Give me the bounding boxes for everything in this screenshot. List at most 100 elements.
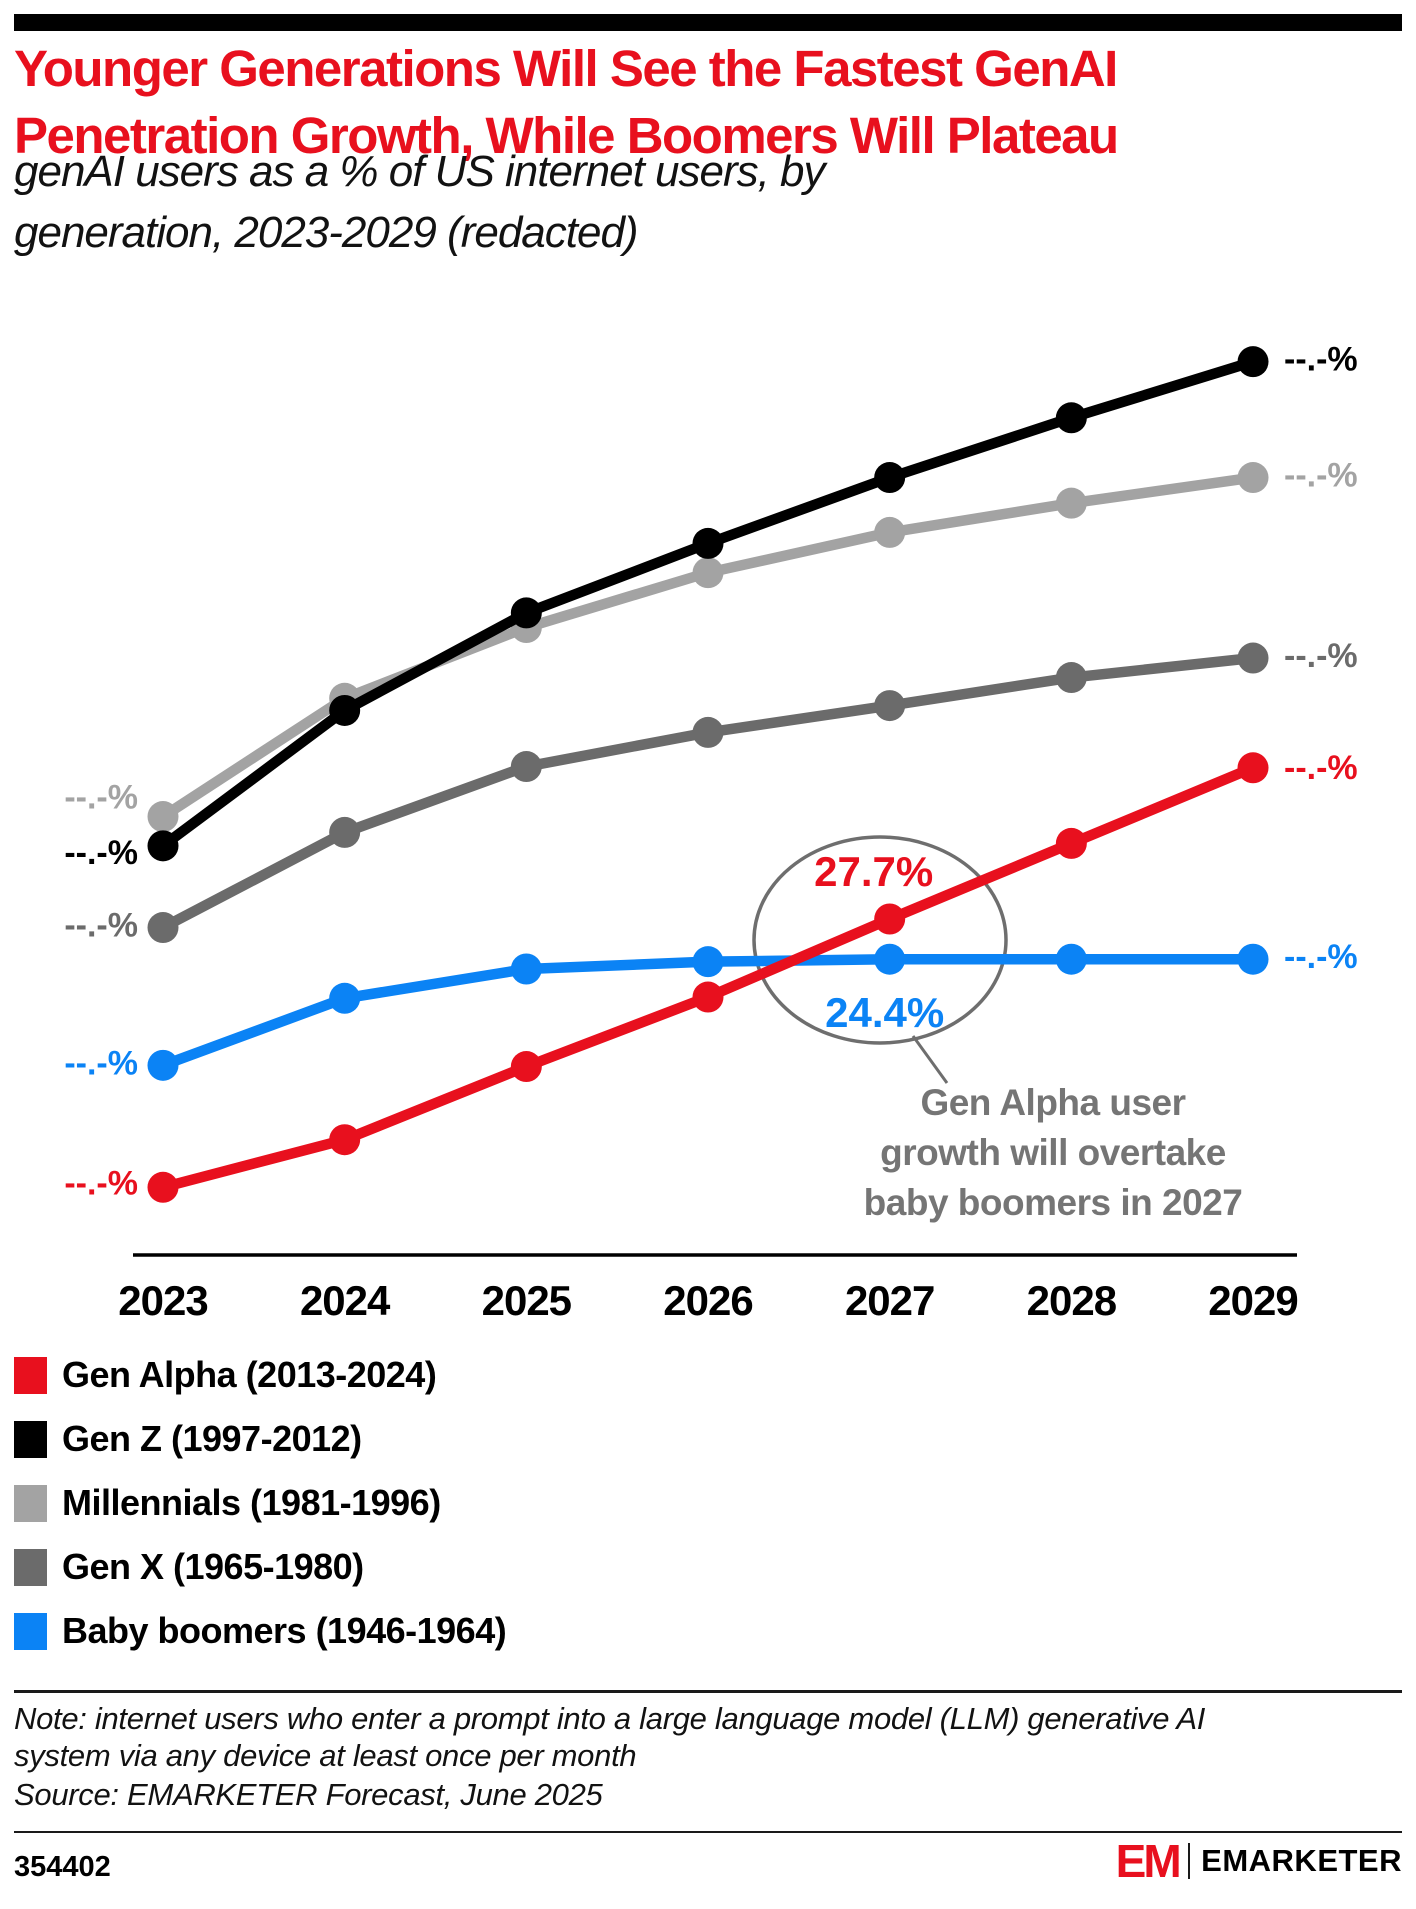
data-point-gen-z-2025: [510, 597, 542, 629]
data-point-gen-z-2029: [1237, 346, 1269, 378]
series-millennials: [147, 462, 1269, 833]
right-label-gen-alpha: --.-%: [1284, 749, 1358, 787]
point-label-gen-alpha-2027: 27.7%: [814, 848, 933, 895]
x-tick-2027: 2027: [845, 1277, 934, 1324]
series-line-gen-z: [159, 356, 1255, 851]
data-point-gen-alpha-2026: [692, 981, 724, 1013]
data-point-gen-alpha-2024: [329, 1124, 361, 1156]
data-point-millennials-2026: [692, 557, 724, 589]
bottom-divider: [14, 1831, 1402, 1833]
logo-separator: [1187, 1843, 1191, 1879]
emarketer-wordmark: EMARKETER: [1201, 1843, 1402, 1878]
chart-id: 354402: [14, 1851, 111, 1883]
top-bar: [14, 14, 1402, 31]
note-line-2: system via any device at least once per …: [14, 1738, 637, 1773]
subtitle-line-1: genAI users as a % of US internet users,…: [14, 147, 826, 196]
point-label-baby-boomers-2027: 24.4%: [825, 989, 944, 1036]
x-tick-2023: 2023: [118, 1277, 207, 1324]
annotation-ellipse: [752, 835, 1008, 1045]
legend-item-gen-z: Gen Z (1997-2012): [14, 1417, 362, 1461]
left-label-gen-z: --.-%: [64, 834, 138, 872]
gen-z-swatch: [14, 1420, 47, 1458]
baby-boomers-swatch: [14, 1612, 47, 1650]
x-tick-2026: 2026: [663, 1277, 752, 1324]
annotation-leader-line: [911, 1035, 949, 1084]
data-point-gen-z-2023: [147, 830, 179, 862]
legend-label: Gen Alpha (2013-2024): [62, 1354, 437, 1395]
data-point-baby-boomers-2025: [510, 953, 542, 985]
annotation-text-line-1: Gen Alpha user: [920, 1082, 1185, 1123]
left-label-millennials: --.-%: [64, 779, 138, 817]
legend-label: Gen X (1965-1980): [62, 1546, 364, 1587]
x-tick-2029: 2029: [1208, 1277, 1297, 1324]
emarketer-logo: EM EMARKETER: [1116, 1838, 1402, 1884]
data-point-gen-x-2029: [1237, 642, 1269, 674]
legend-item-millennials: Millennials (1981-1996): [14, 1481, 441, 1525]
data-point-gen-x-2028: [1055, 662, 1087, 694]
series-baby-boomers: [147, 943, 1269, 1081]
data-point-millennials-2023: [147, 801, 179, 833]
series-gen-z: [147, 346, 1269, 862]
note-text: Note: internet users who enter a prompt …: [14, 1700, 1404, 1774]
right-label-gen-x: --.-%: [1284, 637, 1358, 675]
right-label-millennials: --.-%: [1284, 457, 1358, 495]
legend-item-gen-x: Gen X (1965-1980): [14, 1545, 364, 1589]
data-point-gen-alpha-2029: [1237, 752, 1269, 784]
data-point-gen-z-2027: [874, 462, 906, 494]
data-point-baby-boomers-2027: [874, 943, 906, 975]
data-point-millennials-2027: [874, 516, 906, 548]
data-point-gen-x-2026: [692, 716, 724, 748]
title-line-2: Penetration Growth, While Boomers Will P…: [14, 106, 1119, 164]
data-point-gen-z-2028: [1055, 402, 1087, 434]
em-logo-mark: EM: [1115, 1835, 1182, 1887]
page-title: Younger Generations Will See the Fastest…: [14, 36, 1404, 170]
data-point-gen-alpha-2025: [510, 1051, 542, 1083]
data-point-gen-alpha-2027: [874, 903, 906, 935]
right-label-baby-boomers: --.-%: [1284, 938, 1358, 976]
gen-alpha-swatch: [14, 1356, 47, 1394]
left-label-baby-boomers: --.-%: [64, 1044, 138, 1082]
data-point-baby-boomers-2023: [147, 1049, 179, 1081]
data-point-millennials-2028: [1055, 487, 1087, 519]
annotation-text-line-2: growth will overtake: [880, 1132, 1226, 1173]
series-gen-x: [147, 642, 1269, 944]
data-point-baby-boomers-2024: [329, 982, 361, 1014]
data-point-gen-x-2025: [510, 751, 542, 783]
genai-line-chart: 2023 2024 2025 2026 2027 2028 2029 --.-% --.-% --…: [64, 341, 1358, 1324]
data-point-baby-boomers-2026: [692, 946, 724, 978]
annotation-text-line-3: baby boomers in 2027: [864, 1182, 1243, 1223]
subtitle-line-2: generation, 2023-2029 (redacted): [14, 207, 639, 257]
series-gen-alpha: [147, 752, 1269, 1203]
left-label-gen-alpha: --.-%: [64, 1164, 138, 1202]
gen-x-swatch: [14, 1548, 47, 1586]
data-point-gen-x-2024: [329, 816, 361, 848]
legend-label: Millennials (1981-1996): [62, 1482, 441, 1523]
left-label-gen-x: --.-%: [64, 907, 138, 945]
title-line-1: Younger Generations Will See the Fastest…: [14, 40, 1118, 97]
legend-item-baby-boomers: Baby boomers (1946-1964): [14, 1609, 507, 1653]
data-point-gen-z-2026: [692, 527, 724, 559]
legend-label: Gen Z (1997-2012): [62, 1418, 362, 1459]
series-line-gen-alpha: [161, 762, 1256, 1193]
x-tick-2025: 2025: [482, 1277, 572, 1324]
series-line-gen-x: [160, 652, 1254, 933]
x-tick-2028: 2028: [1027, 1277, 1117, 1324]
legend-label: Baby boomers (1946-1964): [62, 1610, 507, 1651]
x-tick-2024: 2024: [300, 1277, 391, 1324]
footer-divider: [14, 1690, 1402, 1693]
legend-item-gen-alpha: Gen Alpha (2013-2024): [14, 1353, 437, 1397]
source-text: Source: EMARKETER Forecast, June 2025: [14, 1777, 603, 1812]
note-line-1: Note: internet users who enter a prompt …: [14, 1701, 1206, 1736]
data-point-baby-boomers-2028: [1055, 943, 1087, 975]
data-point-gen-alpha-2028: [1055, 827, 1087, 859]
chart-subtitle: genAI users as a % of US internet users,…: [14, 142, 1404, 263]
data-point-gen-x-2023: [147, 912, 179, 944]
millennials-swatch: [14, 1484, 47, 1522]
data-point-millennials-2029: [1237, 462, 1269, 494]
right-label-gen-z: --.-%: [1284, 341, 1358, 379]
data-point-gen-alpha-2023: [147, 1171, 179, 1203]
data-point-gen-x-2027: [874, 690, 906, 722]
annotation-circle-group: [752, 835, 1008, 1084]
data-point-gen-z-2024: [329, 694, 361, 726]
